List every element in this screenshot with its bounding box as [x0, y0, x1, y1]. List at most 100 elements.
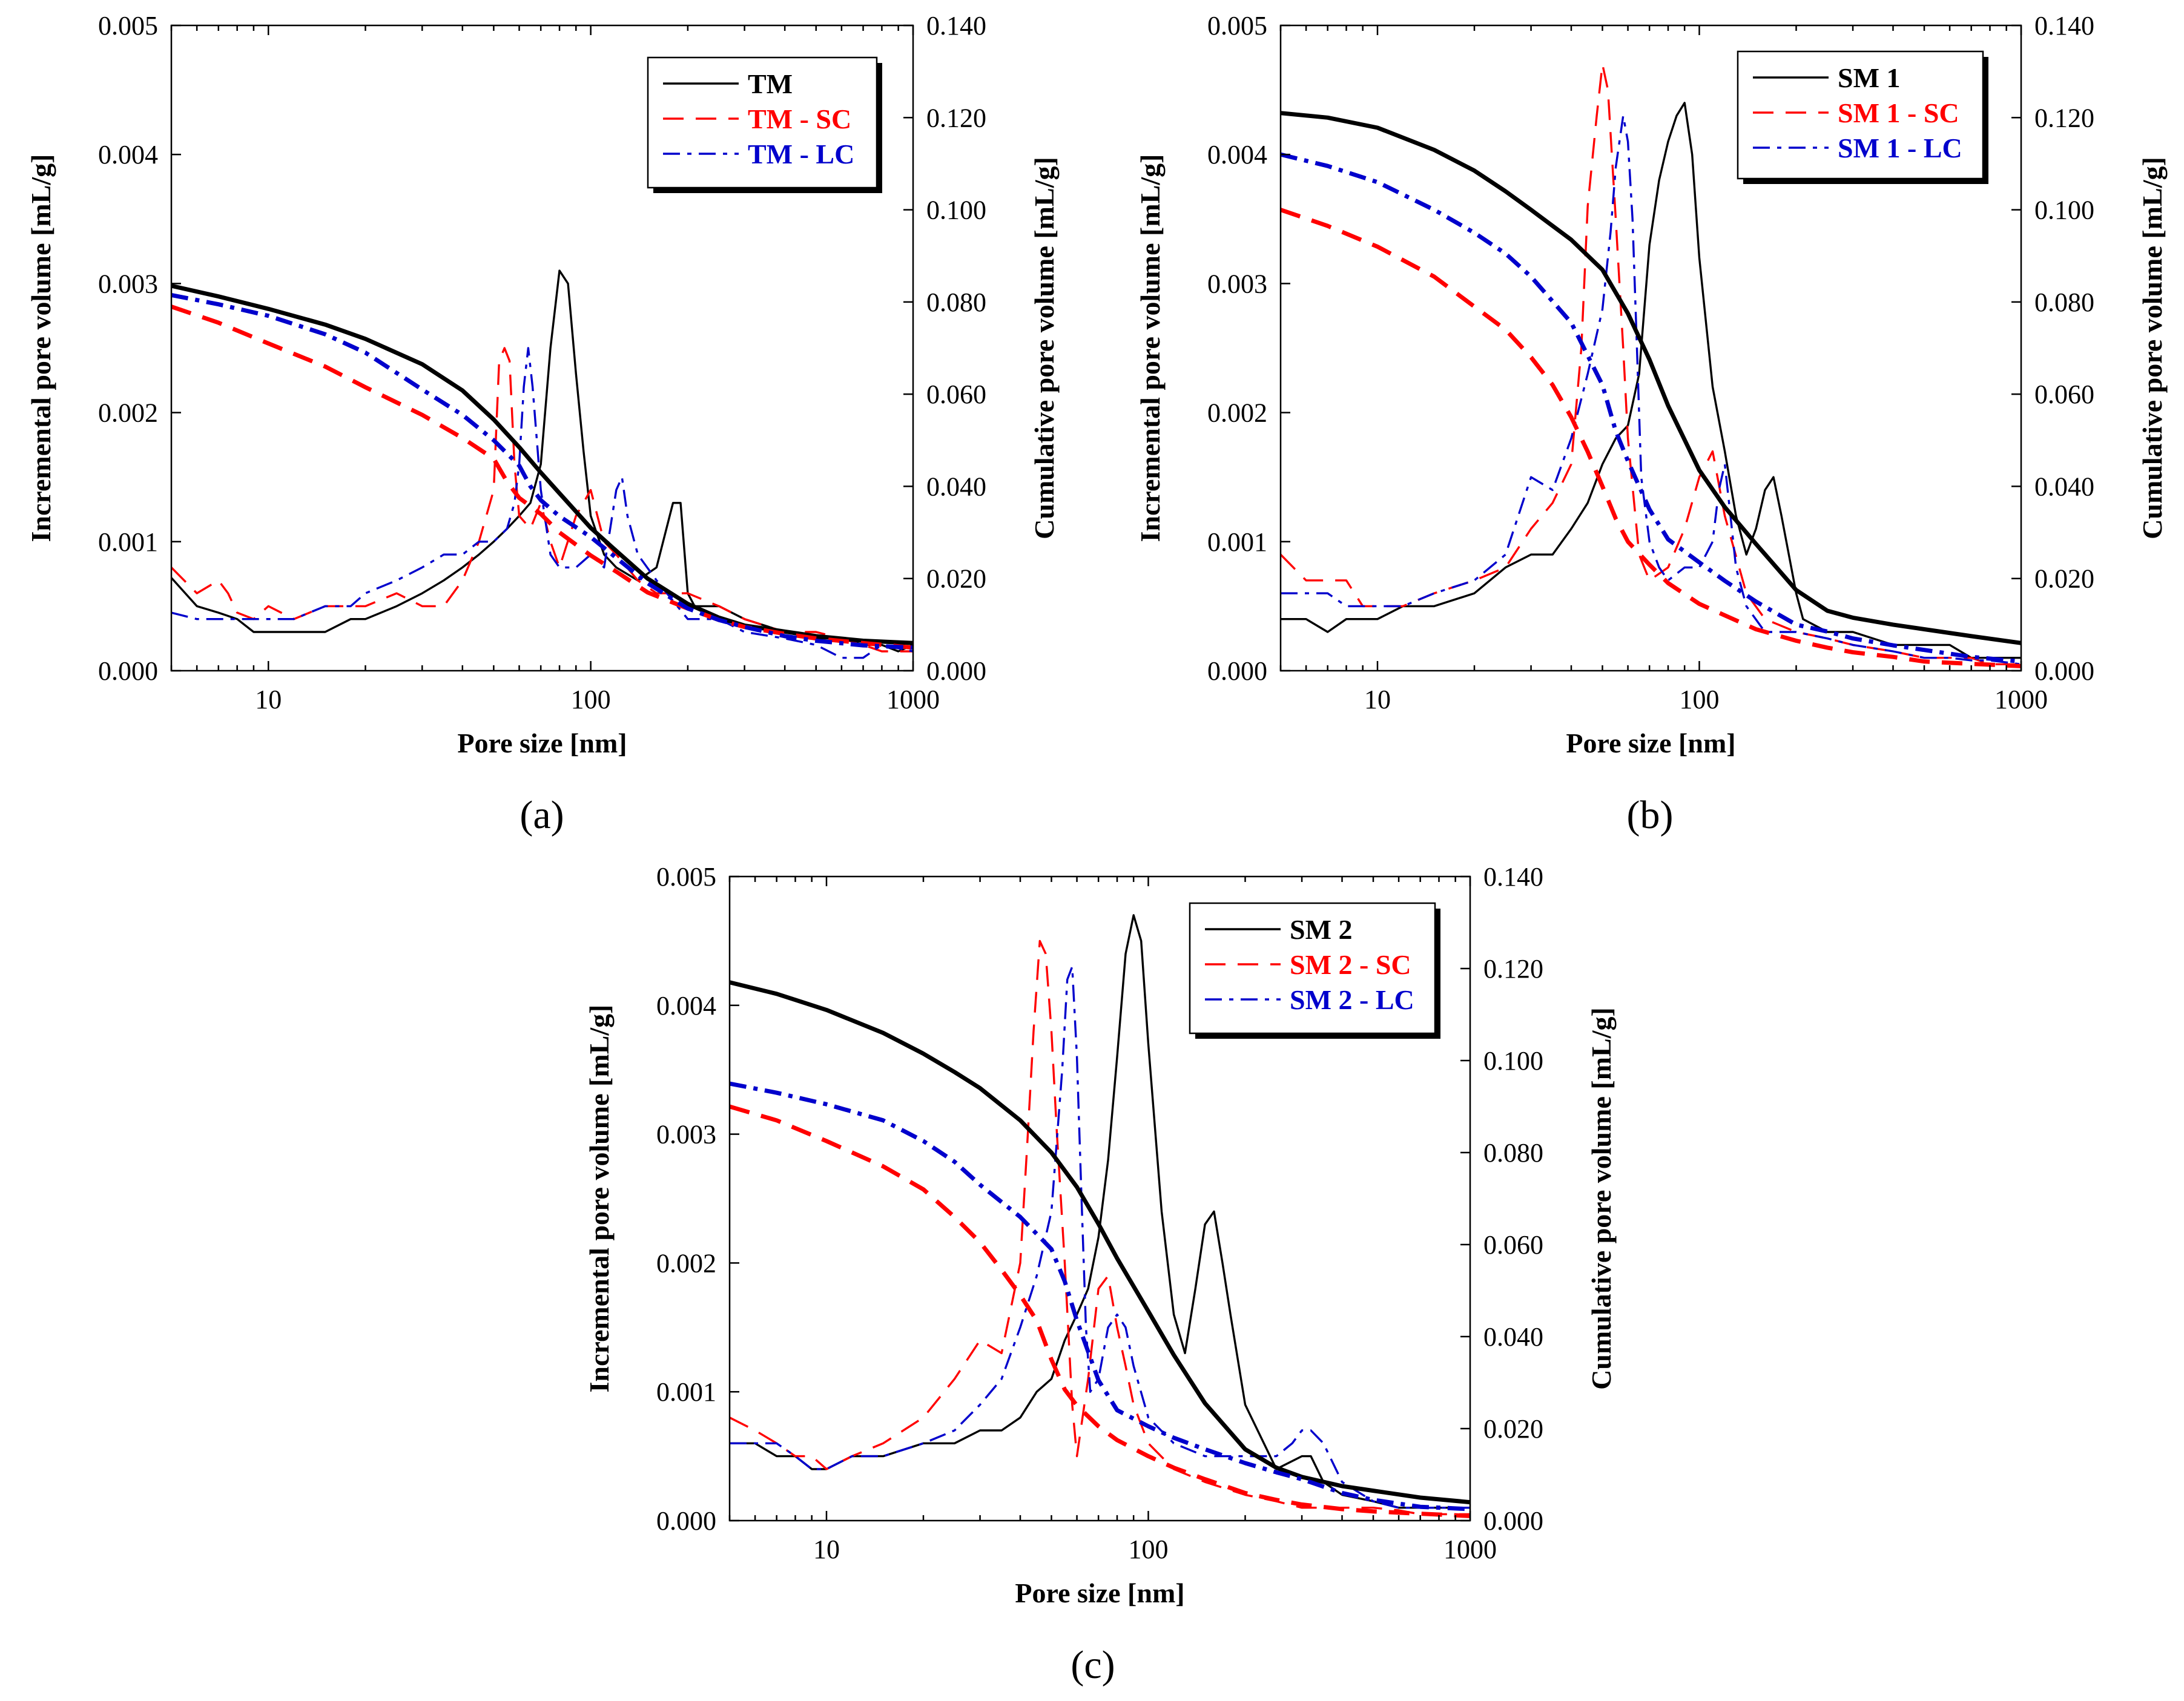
y-tick-label: 0.004: [656, 991, 716, 1021]
series-line-sm-2-cumulative: [730, 980, 1470, 1505]
x-tick-label: 100: [1128, 1535, 1168, 1564]
y-tick-label: 0.001: [1207, 527, 1267, 557]
legend-label: SM 1: [1838, 62, 1901, 93]
y-tick-label: 0.002: [656, 1248, 716, 1278]
legend-box: [1189, 902, 1436, 1035]
y2-tick-label: 0.020: [2034, 564, 2094, 594]
series-line-tm-cumulative: [171, 283, 913, 645]
legend-label: TM: [748, 68, 793, 99]
series-line-sm-1-cumulative: [1281, 111, 2021, 645]
y-tick-label: 0.004: [98, 140, 158, 169]
y-tick-label: 0.005: [656, 862, 716, 892]
legend-label: TM - SC: [748, 104, 851, 134]
y-tick-label: 0.002: [1207, 398, 1267, 428]
y-tick-label: 0.004: [1207, 140, 1267, 169]
legend-box: [647, 56, 878, 189]
series-line-tm-lc-cumulative: [171, 292, 913, 650]
x-tick-label: 1000: [1443, 1535, 1497, 1564]
x-tick-label: 100: [1679, 685, 1719, 714]
legend-label: SM 1 - LC: [1838, 133, 1962, 163]
y-tick-label: 0.000: [1207, 656, 1267, 686]
series-line-sm-2-lc: [730, 966, 1470, 1509]
panel-label: (b): [1627, 793, 1674, 837]
series-line-sm-2-sc-cumulative: [730, 1104, 1470, 1518]
legend-label: SM 2: [1290, 914, 1353, 945]
legend-box: [1737, 50, 1984, 180]
x-tick-label: 100: [571, 685, 611, 714]
y2-tick-label: 0.100: [2034, 196, 2094, 225]
y-axis-title: Incremental pore volume [mL/g]: [1135, 154, 1166, 542]
series-line-sm-2: [730, 914, 1470, 1509]
legend: SM 2 SM 2 - SC SM 2 - LC: [1189, 902, 1440, 1039]
y-tick-label: 0.003: [98, 269, 158, 298]
series-line-tm: [171, 269, 913, 653]
x-tick-label: 10: [255, 685, 282, 714]
y2-tick-label: 0.140: [1483, 862, 1543, 892]
y-tick-label: 0.000: [98, 656, 158, 686]
y2-tick-label: 0.060: [1483, 1230, 1543, 1260]
plot-frame: [170, 24, 914, 672]
y2-axis-title: Cumulative pore volume [mL/g]: [1586, 1007, 1617, 1390]
series-line-sm-1-lc: [1281, 114, 2021, 665]
y-tick-label: 0.003: [656, 1120, 716, 1150]
series-line-sm-1-sc-cumulative: [1281, 208, 2021, 668]
series-line-sm-1: [1281, 102, 2021, 659]
y2-tick-label: 0.040: [2034, 472, 2094, 501]
y-tick-label: 0.005: [1207, 11, 1267, 41]
legend-label: TM - LC: [748, 139, 854, 169]
chart-panel-1: 10 100 10000.0000.0010.0020.0030.0040.0050…: [25, 11, 1060, 837]
y-axis-title: Incremental pore volume [mL/g]: [584, 1005, 615, 1393]
y2-tick-label: 0.060: [926, 380, 986, 409]
y2-tick-label: 0.020: [926, 564, 986, 594]
legend-label: SM 1 - SC: [1838, 97, 1959, 128]
y2-tick-label: 0.080: [1483, 1138, 1543, 1168]
y2-tick-label: 0.000: [926, 656, 986, 686]
series-line-tm-sc-cumulative: [171, 304, 913, 650]
legend-label: SM 2 - LC: [1290, 984, 1414, 1015]
panel-label: (c): [1071, 1643, 1115, 1687]
chart-panel-2: 10 100 10000.0000.0010.0020.0030.0040.0050…: [1135, 11, 2168, 837]
y-tick-label: 0.002: [98, 398, 158, 428]
y2-tick-label: 0.120: [2034, 103, 2094, 133]
x-tick-label: 1000: [1994, 685, 2048, 714]
panel-label: (a): [520, 793, 564, 837]
legend: TM TM - SC TM - LC: [647, 56, 882, 193]
x-tick-label: 10: [813, 1535, 840, 1564]
plot-frame: [728, 875, 1471, 1522]
plot-frame: [1279, 24, 2022, 672]
y2-tick-label: 0.000: [2034, 656, 2094, 686]
y-tick-label: 0.000: [656, 1506, 716, 1536]
y2-tick-label: 0.040: [1483, 1322, 1543, 1352]
y2-tick-label: 0.140: [2034, 11, 2094, 41]
series-line-tm-sc: [171, 347, 913, 653]
legend-label: SM 2 - SC: [1290, 949, 1411, 980]
y2-tick-label: 0.100: [1483, 1046, 1543, 1076]
series-group: [730, 914, 1470, 1518]
y-tick-label: 0.001: [656, 1377, 716, 1407]
y-tick-label: 0.003: [1207, 269, 1267, 298]
series-group: [1281, 63, 2021, 668]
y2-tick-label: 0.040: [926, 472, 986, 501]
y2-tick-label: 0.120: [926, 103, 986, 133]
y2-tick-label: 0.080: [2034, 288, 2094, 317]
y2-tick-label: 0.000: [1483, 1506, 1543, 1536]
y2-tick-label: 0.120: [1483, 954, 1543, 984]
y-axis-title: Incremental pore volume [mL/g]: [25, 154, 56, 542]
legend: SM 1 SM 1 - SC SM 1 - LC: [1737, 50, 1988, 184]
series-line-sm-1-sc: [1281, 63, 2021, 665]
x-axis-title: Pore size [nm]: [1015, 1578, 1184, 1608]
series-group: [171, 269, 913, 659]
x-axis-title: Pore size [nm]: [1566, 728, 1735, 758]
y2-tick-label: 0.060: [2034, 380, 2094, 409]
y2-tick-label: 0.100: [926, 196, 986, 225]
x-tick-label: 10: [1364, 685, 1391, 714]
y2-axis-title: Cumulative pore volume [mL/g]: [1029, 157, 1060, 539]
series-line-sm-2-lc-cumulative: [730, 1081, 1470, 1512]
y2-axis-title: Cumulative pore volume [mL/g]: [2137, 157, 2168, 539]
y2-tick-label: 0.080: [926, 288, 986, 317]
y-tick-label: 0.005: [98, 11, 158, 41]
x-tick-label: 1000: [886, 685, 940, 714]
chart-panel-3: 10 100 10000.0000.0010.0020.0030.0040.0050…: [584, 862, 1617, 1687]
series-line-sm-1-lc-cumulative: [1281, 152, 2021, 664]
